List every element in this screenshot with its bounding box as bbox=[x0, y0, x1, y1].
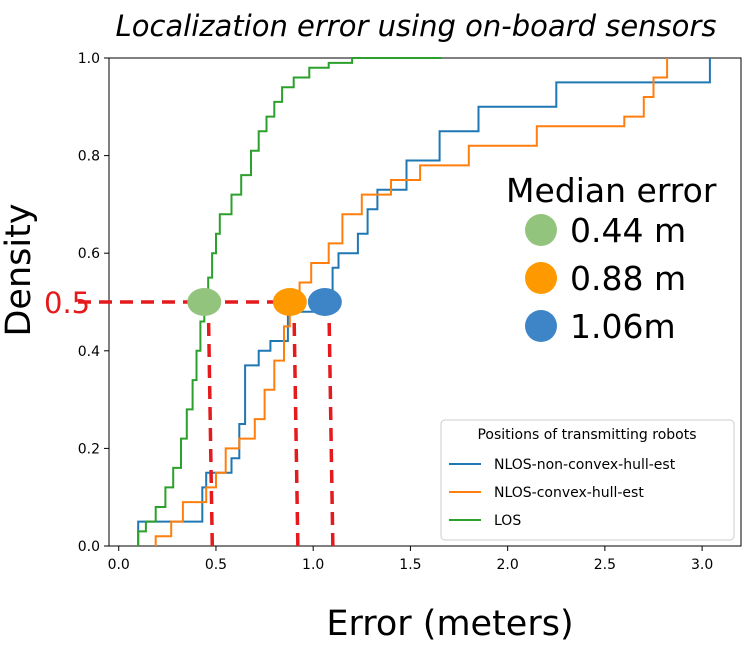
y-tick-label: 0.6 bbox=[78, 246, 100, 262]
median-marker bbox=[272, 288, 307, 316]
median-legend-swatch bbox=[525, 262, 557, 294]
y-tick-label: 0.8 bbox=[78, 149, 100, 165]
legend-entry-label: NLOS-convex-hull-est bbox=[494, 485, 644, 501]
median-legend-title: Median error bbox=[506, 171, 717, 210]
ticks-layer: 0.0 0.5 1.0 1.5 2.0 2.5 3.0 0.0 0.2 0.4 0.6 0.8 1.0 bbox=[78, 51, 714, 573]
x-tick-label: 2.0 bbox=[497, 557, 519, 573]
x-tick-label: 3.0 bbox=[691, 557, 713, 573]
legend-entry-label: LOS bbox=[494, 513, 521, 529]
x-tick-label: 1.5 bbox=[399, 557, 421, 573]
legend-entry-label: NLOS-non-convex-hull-est bbox=[494, 457, 676, 473]
legend-title: Positions of transmitting robots bbox=[477, 427, 696, 443]
series-line-los bbox=[137, 57, 442, 546]
median-legend-value: 1.06m bbox=[570, 307, 676, 346]
median-legend-swatch bbox=[525, 214, 557, 246]
median-legend-swatch bbox=[525, 310, 557, 342]
x-tick-label: 2.5 bbox=[594, 557, 616, 573]
y-tick-label: 1.0 bbox=[78, 51, 100, 67]
x-tick-label: 0.5 bbox=[205, 557, 227, 573]
x-axis-label: Error (meters) bbox=[326, 604, 573, 644]
median-legend-value: 0.88 m bbox=[570, 259, 686, 298]
median-legend: Median error 0.44 m 0.88 m 1.06m bbox=[506, 171, 717, 346]
y-tick-label: 0.0 bbox=[78, 539, 100, 555]
median-marker bbox=[307, 288, 342, 316]
y-tick-label: 0.4 bbox=[78, 344, 100, 360]
legend-box bbox=[440, 419, 735, 541]
y-axis-label: Density bbox=[0, 203, 39, 336]
median-marker bbox=[187, 288, 222, 316]
median-legend-value: 0.44 m bbox=[570, 211, 686, 250]
median-level-label: 0.5 bbox=[44, 286, 90, 320]
y-tick-label: 0.2 bbox=[78, 441, 100, 457]
legend: Positions of transmitting robots NLOS-no… bbox=[440, 419, 735, 541]
annotation-layer: 0.5 bbox=[44, 286, 342, 547]
x-tick-label: 0.0 bbox=[108, 557, 130, 573]
chart-title: Localization error using on-board sensor… bbox=[116, 9, 717, 43]
x-tick-label: 1.0 bbox=[302, 557, 324, 573]
